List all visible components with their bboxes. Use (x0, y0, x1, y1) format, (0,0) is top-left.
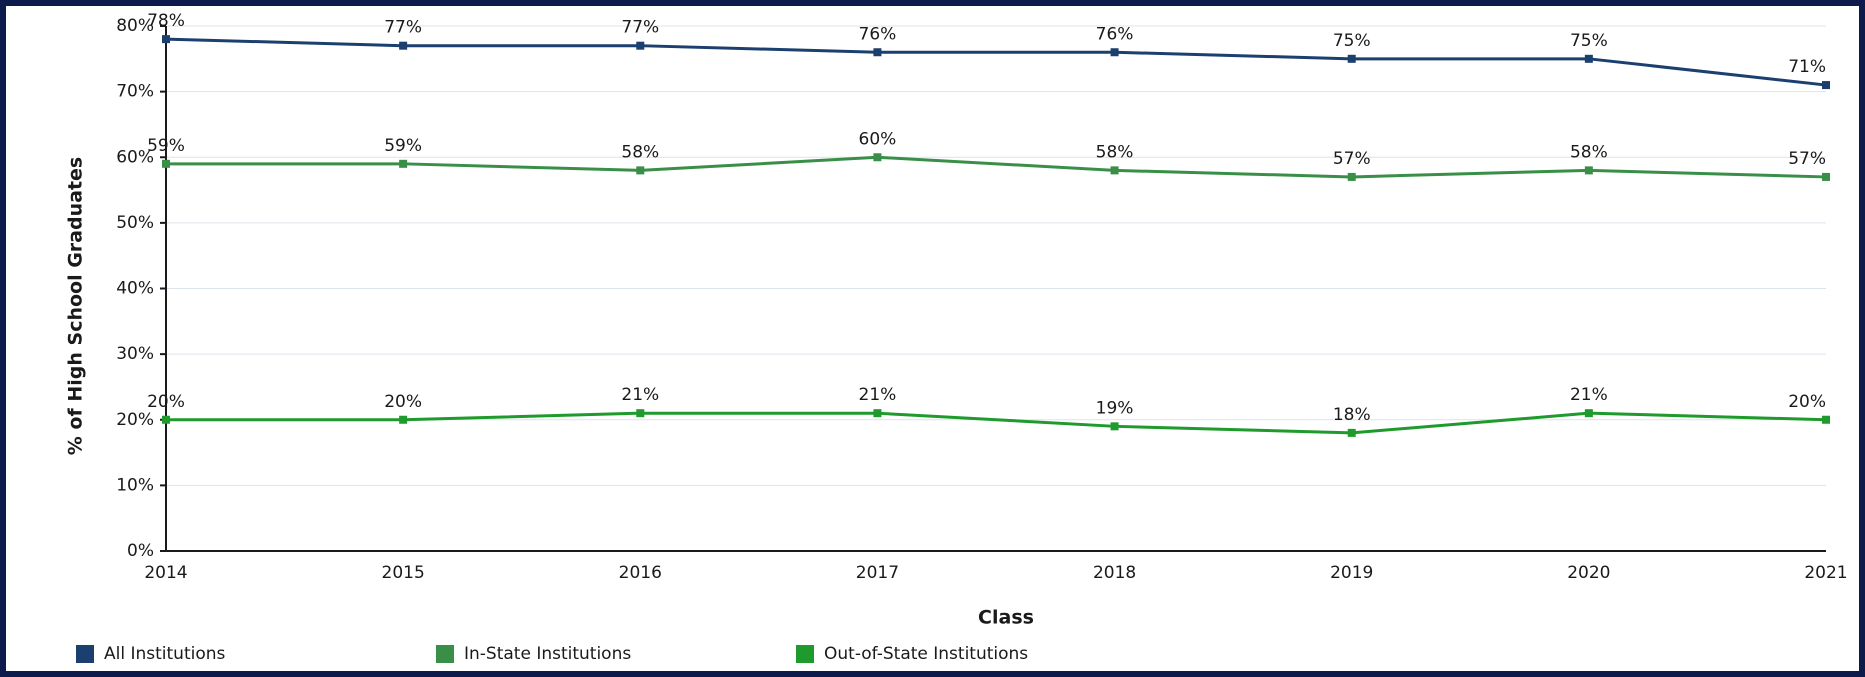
data-label: 57% (1333, 149, 1371, 169)
data-label: 20% (1788, 392, 1826, 412)
data-point (1347, 428, 1356, 437)
data-point (1584, 166, 1593, 175)
legend-swatch (796, 645, 814, 663)
data-label: 77% (621, 18, 659, 38)
y-tick-label: 10% (116, 475, 154, 495)
series-line (166, 155, 1827, 179)
data-point (636, 166, 645, 175)
data-point (162, 159, 170, 168)
data-point (1822, 172, 1830, 181)
legend-swatch (436, 645, 454, 663)
y-axis-title: % of High School Graduates (65, 157, 87, 455)
y-tick-label: 30% (116, 344, 154, 364)
x-tick-label: 2014 (144, 563, 187, 583)
data-label: 18% (1333, 405, 1371, 425)
y-tick-label: 60% (116, 147, 154, 167)
data-label: 71% (1788, 57, 1826, 77)
y-tick-label: 0% (127, 541, 154, 561)
data-point (636, 41, 645, 50)
data-point (1822, 415, 1830, 424)
chart-frame: % of High School Graduates Class 0% 10% 20… (6, 6, 1859, 671)
y-tick-label: 50% (116, 213, 154, 233)
data-point (1822, 81, 1830, 90)
data-label: 58% (1096, 142, 1134, 162)
data-label: 21% (1570, 385, 1608, 405)
data-point (162, 415, 170, 424)
data-label: 58% (621, 142, 659, 162)
data-point (873, 48, 882, 57)
data-label: 77% (384, 18, 422, 38)
x-tick-label: 2016 (619, 563, 662, 583)
x-tick-label: 2015 (382, 563, 425, 583)
data-point (1110, 422, 1119, 431)
y-tick-label: 80% (116, 16, 154, 36)
legend-label: All Institutions (104, 644, 226, 664)
data-point (1347, 54, 1356, 63)
data-label: 20% (384, 392, 422, 412)
data-label: 75% (1570, 31, 1608, 51)
x-tick-label: 2020 (1567, 563, 1610, 583)
y-tick-label: 40% (116, 279, 154, 299)
data-label: 76% (859, 24, 897, 44)
data-label: 20% (147, 392, 185, 412)
y-tick-label: 20% (116, 410, 154, 430)
data-point (1347, 172, 1356, 181)
data-label: 76% (1096, 24, 1134, 44)
x-tick-label: 2021 (1804, 563, 1847, 583)
data-point (399, 41, 408, 50)
y-tick-label: 70% (116, 82, 154, 102)
data-point (636, 409, 645, 418)
data-point (1584, 409, 1593, 418)
data-point (1584, 54, 1593, 63)
x-axis-title: Class (978, 607, 1034, 629)
chart: % of High School Graduates Class 0% 10% 20… (65, 11, 1848, 664)
data-label: 78% (147, 11, 185, 31)
series-line (165, 37, 1827, 87)
data-point (1110, 166, 1119, 175)
legend-swatch (76, 645, 94, 663)
data-point (399, 415, 408, 424)
series-line (166, 411, 1827, 435)
legend-label: In-State Institutions (464, 644, 631, 664)
x-tick-label: 2017 (856, 563, 899, 583)
data-point (399, 159, 408, 168)
data-label: 59% (147, 136, 185, 156)
x-tick-label: 2018 (1093, 563, 1136, 583)
data-label: 60% (859, 129, 897, 149)
data-label: 58% (1570, 142, 1608, 162)
data-label: 75% (1333, 31, 1371, 51)
data-label: 57% (1788, 149, 1826, 169)
data-point (873, 409, 882, 418)
data-label: 19% (1096, 398, 1134, 418)
data-label: 59% (384, 136, 422, 156)
data-point (873, 153, 882, 162)
data-point (1110, 48, 1119, 57)
legend-label: Out-of-State Institutions (824, 644, 1028, 664)
data-label: 21% (859, 385, 897, 405)
x-tick-label: 2019 (1330, 563, 1373, 583)
data-label: 21% (621, 385, 659, 405)
data-point (162, 35, 170, 44)
